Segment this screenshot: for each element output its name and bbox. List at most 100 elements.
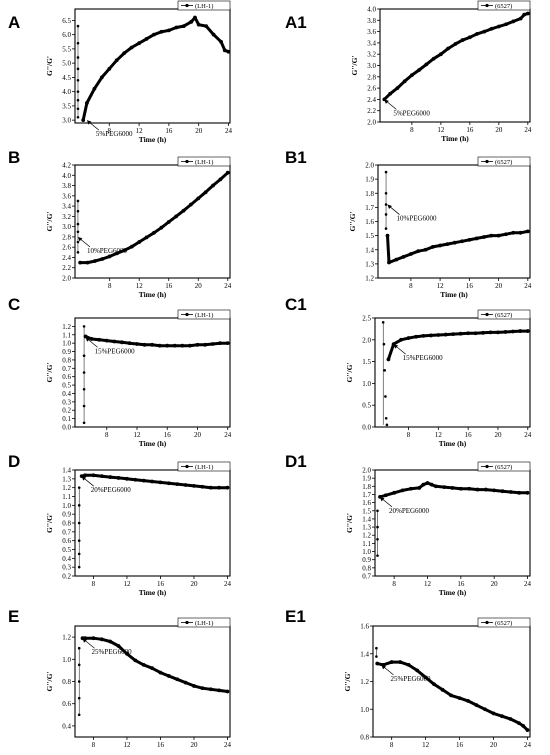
data-point: [510, 329, 515, 334]
y-tick-label: 1.1: [62, 331, 71, 339]
data-point: [400, 488, 405, 493]
data-point: [112, 339, 117, 344]
x-tick-label: 12: [422, 741, 430, 749]
y-tick-label: 0.8: [62, 356, 71, 364]
data-point: [225, 485, 230, 490]
x-tick-label: 16: [465, 431, 473, 439]
data-point: [425, 481, 430, 485]
y-tick-label: 3.2: [62, 213, 71, 221]
panel-letter: A: [8, 13, 20, 32]
legend: (LH-1): [177, 617, 231, 628]
data-point: [119, 340, 124, 345]
data-point: [125, 651, 129, 656]
data-point: [93, 259, 97, 263]
data-point: [208, 687, 213, 692]
y-tick-label: 1.4: [362, 515, 371, 523]
annotation-arrowhead: [393, 344, 399, 349]
data-point: [421, 333, 426, 338]
y-axis-label: G''/G': [343, 671, 352, 691]
y-tick-label: 3.6: [367, 28, 376, 36]
data-point: [392, 490, 397, 495]
annotation-label: 10%PEG6000: [87, 247, 128, 255]
legend: (LH-1): [177, 461, 231, 472]
y-axis-label: G''/G': [45, 56, 54, 76]
data-point: [225, 170, 230, 175]
x-tick-label: 24: [225, 127, 233, 135]
y-tick-label: 1.1: [62, 493, 71, 501]
annotation-label: 5%PEG6000: [96, 130, 133, 138]
x-tick-label: 16: [165, 127, 173, 135]
data-point: [108, 475, 113, 479]
data-point: [225, 341, 230, 346]
y-tick-label: 1.0: [362, 380, 371, 388]
y-axis-label: G''/G': [345, 362, 354, 382]
data-point: [428, 333, 433, 338]
y-tick-label: 2.0: [367, 119, 376, 127]
y-tick-label: 1.0: [62, 340, 71, 348]
data-point: [423, 247, 428, 252]
data-point: [157, 343, 162, 348]
y-tick-label: 0.3: [62, 564, 71, 572]
legend-label: (6527): [495, 620, 512, 627]
x-axis-label: Time (h): [439, 439, 467, 448]
panel-c1: C1 8 12 16 20 24 0.0 0.5 1.0 1.5 2.0 2.5 Time (h) G''…: [285, 295, 532, 448]
data-point: [122, 248, 127, 253]
data-point: [99, 474, 104, 479]
y-tick-label: 1.9: [362, 475, 371, 483]
data-point: [424, 62, 429, 67]
data-point: [452, 240, 457, 245]
annotation-arrowhead: [381, 664, 386, 670]
data-point: [458, 331, 463, 336]
panel-a1: A1 8 12 16 20 24 2.0 2.2 2.4 2.6 2.8 3.0 3.2 3.4 3.6 3.…: [285, 0, 532, 143]
data-point: [489, 233, 494, 238]
data-point: [500, 489, 505, 494]
y-tick-label: 1.6: [360, 623, 369, 631]
x-tick-label: 8: [392, 580, 396, 588]
y-tick-label: 0.7: [62, 528, 71, 536]
data-point: [474, 236, 479, 241]
annotation-arrowhead: [77, 236, 83, 242]
data-point: [451, 332, 456, 337]
x-tick-label: 12: [437, 126, 445, 134]
legend-label: (LH-1): [195, 159, 213, 166]
data-point: [438, 52, 443, 57]
x-tick-label: 20: [495, 126, 503, 134]
panel-letter: E: [8, 607, 19, 626]
data-point: [503, 232, 508, 237]
data-point: [192, 684, 196, 688]
x-tick-label: 12: [136, 282, 144, 290]
x-tick-label: 16: [456, 741, 464, 749]
y-tick-label: 0.1: [62, 415, 71, 423]
x-tick-label: 24: [224, 282, 232, 290]
data-point: [518, 230, 523, 235]
data-point: [394, 257, 399, 262]
x-tick-label: 20: [190, 741, 198, 749]
y-tick-label: 3.0: [367, 62, 376, 70]
annotation-label: 25%PEG6000: [390, 675, 431, 683]
annotation-arrowhead: [380, 496, 385, 502]
y-tick-label: 0.3: [62, 398, 71, 406]
data-point: [183, 483, 188, 487]
data-point: [402, 79, 407, 84]
data-point: [133, 477, 138, 482]
y-tick-label: 1.2: [62, 634, 71, 642]
data-point: [203, 342, 207, 347]
panel-d1: D18 12 16 20 240.70.80.91.01.11.21.31.41.51.…: [285, 452, 532, 597]
legend-box: [477, 461, 531, 472]
data-point: [85, 260, 90, 265]
legend: (LH-1): [177, 156, 231, 167]
y-tick-label: 0.9: [62, 511, 71, 519]
data-point: [211, 183, 215, 188]
legend-label: (LH-1): [195, 620, 213, 627]
data-point: [398, 660, 403, 664]
data-point: [401, 254, 406, 259]
x-tick-label: 20: [495, 282, 503, 290]
y-tick-label: 2.2: [367, 107, 376, 115]
data-point: [135, 342, 139, 346]
legend-marker: [485, 312, 489, 317]
x-tick-label: 12: [123, 580, 131, 588]
y-tick-label: 0.0: [62, 424, 71, 432]
data-point: [491, 711, 496, 716]
data-point: [389, 660, 394, 664]
y-tick-label: 6.0: [62, 31, 71, 39]
